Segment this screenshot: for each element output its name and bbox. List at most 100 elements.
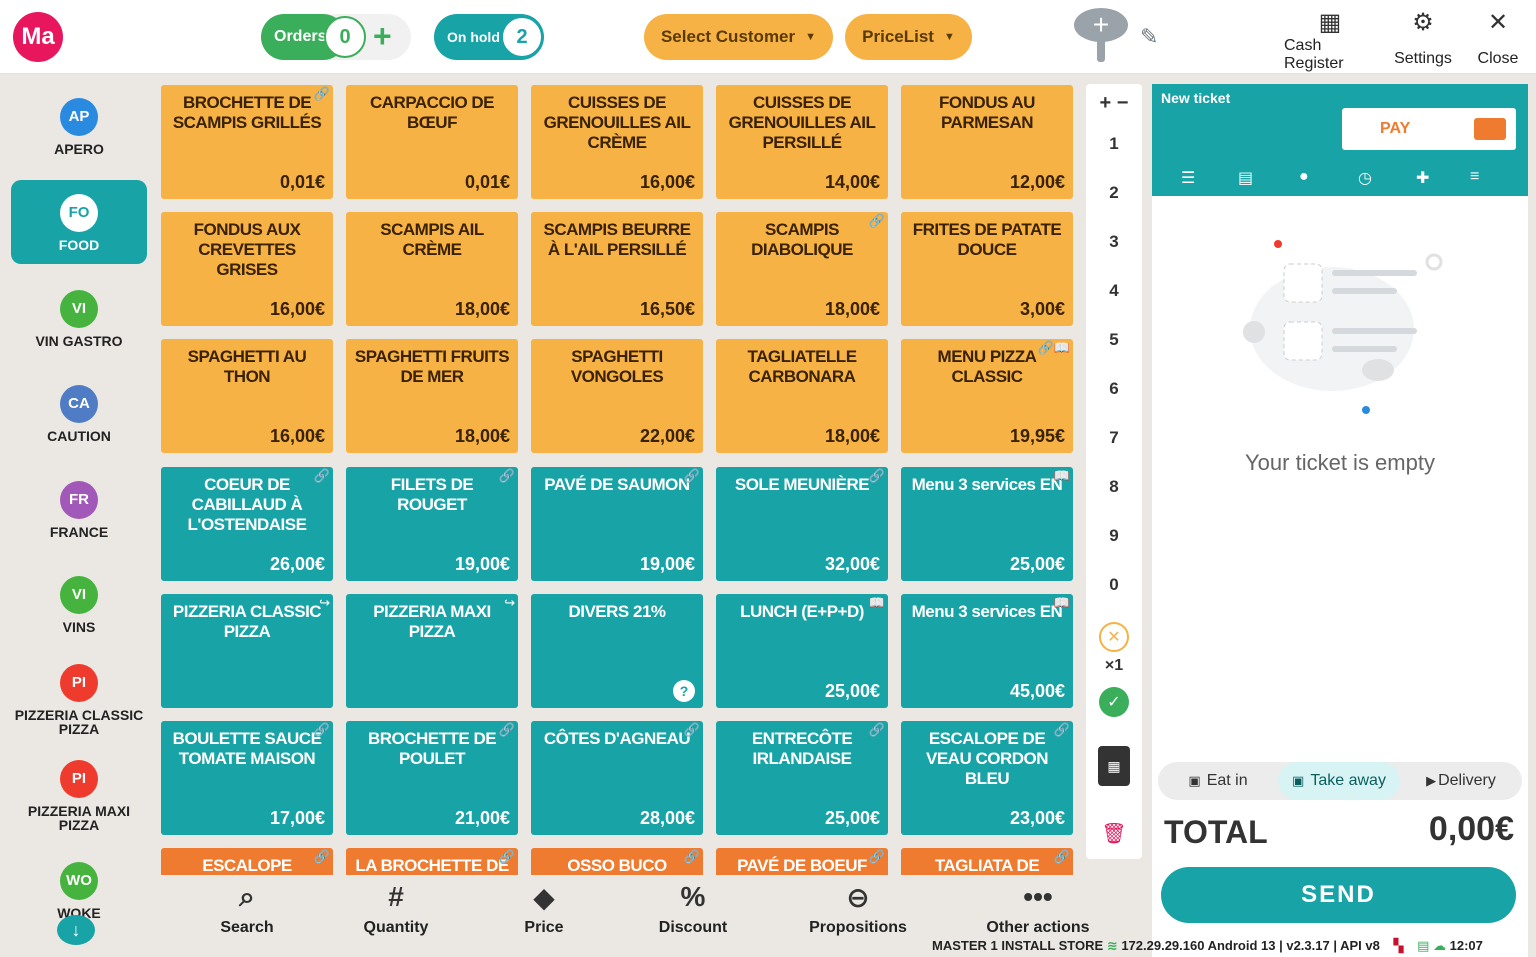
search-button[interactable]: ⌕ Search [220,881,274,936]
select-customer-button[interactable]: Select Customer ▼ [644,14,833,60]
product-tile[interactable]: ESCALOPE DE VEAU CORDON BLEU 23,00€ 🔗 [901,721,1073,835]
clock-icon[interactable]: ◷ [1358,170,1372,187]
category-pizzeria-maxi[interactable]: PI PIZZERIA MAXI PIZZA [11,756,147,840]
product-tile[interactable]: COEUR DE CABILLAUD À L'OSTENDAISE 26,00€ 🔗 [161,467,333,581]
keypad-key-6[interactable]: 6 [1109,379,1119,398]
product-tile[interactable]: CARPACCIO DE BŒUF 0,01€ [346,85,518,199]
close-button[interactable]: ✕ Close [1474,8,1522,68]
product-tile[interactable]: OSSO BUCO 🔗 [531,848,703,875]
product-price: 25,00€ [1009,554,1065,574]
product-tile[interactable]: SPAGHETTI FRUITS DE MER 18,00€ [346,339,518,453]
category-badge: VI [60,576,98,614]
send-button[interactable]: SEND [1161,867,1516,923]
orders-button[interactable]: Orders 0 + [261,14,411,60]
keypad-key-1[interactable]: 1 [1109,134,1119,153]
scroll-down-icon[interactable]: ↓ [57,915,95,945]
product-tile[interactable]: TAGLIATA DE BOEUF 🔗 [901,848,1073,875]
product-tile[interactable]: SPAGHETTI AU THON 16,00€ [161,339,333,453]
price-button[interactable]: ◆ Price [524,882,564,936]
product-tile[interactable]: CUISSES DE GRENOUILLES AIL PERSILLÉ 14,00… [716,85,888,199]
product-tile[interactable]: SCAMPIS AIL CRÈME 18,00€ [346,212,518,326]
product-tile[interactable]: PIZZERIA MAXI PIZZA ↪ [346,594,518,708]
category-vins[interactable]: VI VINS [11,572,147,656]
list-icon[interactable]: ☰ [1181,170,1196,187]
product-tile[interactable]: FONDUS AUX CREVETTES GRISES 16,00€ [161,212,333,326]
app-logo[interactable]: Ma [13,12,63,62]
propositions-button[interactable]: ⊖ Propositions [809,882,907,936]
cash-register-button[interactable]: ▦ Cash Register [1284,8,1376,72]
category-apero[interactable]: AP APERO [11,94,147,178]
category-france[interactable]: FR FRANCE [11,477,147,561]
quantity-button[interactable]: # Quantity [363,881,429,936]
product-tile[interactable]: PAVÉ DE SAUMON 19,00€ 🔗 [531,467,703,581]
add-widget-button[interactable]: + [1074,8,1128,62]
product-tile[interactable]: SOLE MEUNIÈRE 32,00€ 🔗 [716,467,888,581]
product-name: ESCALOPE [202,856,292,875]
delivery-option[interactable]: ▶ Delivery [1426,772,1496,789]
product-tile[interactable]: BROCHETTE DE SCAMPIS GRILLÉS 0,01€ 🔗 [161,85,333,199]
keypad-key-0[interactable]: 0 [1109,575,1119,594]
keypad-key-4[interactable]: 4 [1109,281,1119,300]
product-price: 17,00€ [269,808,325,828]
product-price: 18,00€ [454,426,510,446]
onhold-button[interactable]: On hold 2 [434,14,544,60]
add-order-icon[interactable]: + [373,18,392,54]
product-tile[interactable]: ENTRECÔTE IRLANDAISE 25,00€ 🔗 [716,721,888,835]
product-tile[interactable]: LA BROCHETTE DE 🔗 [346,848,518,875]
keypad-key-2[interactable]: 2 [1109,183,1119,202]
category-pizzeria-classic[interactable]: PI PIZZERIA CLASSIC PIZZA [11,660,147,744]
keypad-key-7[interactable]: 7 [1109,428,1119,447]
keypad-key-8[interactable]: 8 [1109,477,1119,496]
product-tile[interactable]: PIZZERIA CLASSIC PIZZA ↪ [161,594,333,708]
plus-minus-button[interactable]: + − [1099,92,1129,114]
pricelist-button[interactable]: PriceList ▼ [845,14,972,60]
pencil-icon[interactable]: ✎ [1140,24,1159,49]
pay-button[interactable]: PAY [1342,108,1516,150]
category-vin-gastro[interactable]: VI VIN GASTRO [11,286,147,370]
product-tile[interactable]: DIVERS 21%? [531,594,703,708]
product-tile[interactable]: CUISSES DE GRENOUILLES AIL CRÈME 16,00€ [531,85,703,199]
product-tile[interactable]: FRITES DE PATATE DOUCE 3,00€ [901,212,1073,326]
keypad-key-9[interactable]: 9 [1109,526,1119,545]
clear-list-icon[interactable]: ≡ [1470,168,1480,185]
other-actions-button[interactable]: ••• Other actions [986,881,1090,936]
add-user-icon[interactable]: ✚ [1416,170,1430,187]
product-tile[interactable]: MENU PIZZA CLASSIC 19,95€ 🔗📖 [901,339,1073,453]
product-tile[interactable]: BOULETTE SAUCE TOMATE MAISON 17,00€ 🔗 [161,721,333,835]
calculator-icon[interactable]: ▦ [1098,746,1130,786]
book-icon[interactable]: ▤ [1238,170,1254,187]
category-woke[interactable]: WO WOKE [11,858,147,942]
product-tile[interactable]: TAGLIATELLE CARBONARA 18,00€ [716,339,888,453]
product-name: PAVÉ DE SAUMON [544,475,690,494]
keypad-key-3[interactable]: 3 [1109,232,1119,251]
product-tile[interactable]: SCAMPIS DIABOLIQUE 18,00€ 🔗 [716,212,888,326]
product-tile[interactable]: Menu 3 services EN 25,00€ 📖 [901,467,1073,581]
product-tile[interactable]: FILETS DE ROUGET 19,00€ 🔗 [346,467,518,581]
cancel-icon[interactable]: ✕ [1099,622,1129,652]
keypad-key-5[interactable]: 5 [1109,330,1119,349]
product-tile[interactable]: CÔTES D'AGNEAU 28,00€ 🔗 [531,721,703,835]
discount-button[interactable]: % Discount [658,881,728,936]
product-tile[interactable]: SCAMPIS BEURRE À L'AIL PERSILLÉ 16,50€ [531,212,703,326]
product-tile[interactable]: SPAGHETTI VONGOLES 22,00€ [531,339,703,453]
product-tile[interactable]: LUNCH (E+P+D) 25,00€ 📖 [716,594,888,708]
product-tile[interactable]: ESCALOPE 🔗 [161,848,333,875]
user-icon[interactable]: ● [1299,168,1309,185]
settings-button[interactable]: ⚙ Settings [1394,8,1452,68]
confirm-icon[interactable]: ✓ [1099,687,1129,717]
category-food[interactable]: FO FOOD [11,180,147,264]
product-name: LUNCH (E+P+D) [740,602,864,621]
cloud-icon: ☁ [1433,938,1447,953]
product-tile[interactable]: Menu 3 services EN 45,00€ 📖 [901,594,1073,708]
ticket-header: New ticket PAY ☰ ▤ ● ◷ ✚ ≡ [1152,84,1528,196]
category-caution[interactable]: CA CAUTION [11,381,147,465]
product-tile[interactable]: BROCHETTE DE POULET 21,00€ 🔗 [346,721,518,835]
take-away-option[interactable]: ▣ Take away [1278,762,1400,800]
product-name: DIVERS 21% [568,602,666,621]
product-tile[interactable]: FONDUS AU PARMESAN 12,00€ [901,85,1073,199]
product-price: 22,00€ [639,426,695,446]
cash-register-label: Cash Register [1284,37,1344,72]
trash-icon[interactable]: 🗑 [1101,822,1127,845]
eat-in-option[interactable]: ▣ Eat in [1188,772,1248,789]
product-tile[interactable]: PAVÉ DE BOEUF 🔗 [716,848,888,875]
